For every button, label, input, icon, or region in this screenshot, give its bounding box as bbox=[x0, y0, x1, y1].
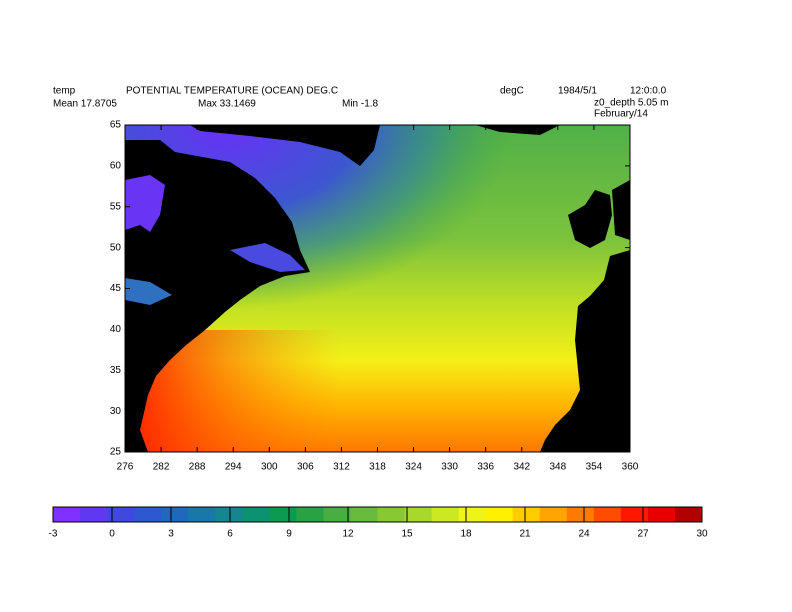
map-field bbox=[124, 124, 631, 453]
color-swatch bbox=[134, 507, 162, 522]
y-tick-label: 30 bbox=[110, 406, 122, 417]
x-tick-label: 336 bbox=[477, 462, 494, 473]
colorbar-label: 6 bbox=[227, 529, 233, 540]
colorbar-label: 30 bbox=[696, 529, 708, 540]
color-swatch bbox=[242, 507, 270, 522]
x-tick-label: 312 bbox=[333, 462, 350, 473]
color-swatch bbox=[674, 507, 703, 522]
x-tick-label: 288 bbox=[189, 462, 206, 473]
x-tick-label: 342 bbox=[513, 462, 530, 473]
british-isles bbox=[568, 190, 612, 248]
y-tick-label: 50 bbox=[110, 242, 122, 253]
colorbar-label: 9 bbox=[286, 529, 292, 540]
units: degC bbox=[500, 86, 524, 97]
color-swatch bbox=[350, 507, 378, 522]
colorbar-label: 27 bbox=[637, 529, 649, 540]
y-tick-label: 55 bbox=[110, 201, 122, 212]
inlet bbox=[125, 278, 172, 305]
color-swatch bbox=[377, 507, 406, 522]
min: Min -1.8 bbox=[342, 99, 379, 110]
colorbar-label: 15 bbox=[401, 529, 413, 540]
color-swatch bbox=[107, 507, 135, 522]
x-tick-label: 318 bbox=[369, 462, 386, 473]
x-tick-label: 294 bbox=[225, 462, 242, 473]
color-swatch bbox=[458, 507, 487, 522]
y-tick-label: 60 bbox=[110, 161, 122, 172]
colorbar-label: 3 bbox=[168, 529, 174, 540]
color-swatch bbox=[53, 507, 81, 522]
axes: 276 282 288 294 300 306 312 318 324 330 336 342 348 3… bbox=[110, 120, 639, 473]
depth: z0_depth 5.05 m bbox=[594, 98, 669, 109]
date: 1984/5/1 bbox=[558, 86, 597, 97]
y-tick-label: 65 bbox=[110, 120, 122, 131]
color-swatch bbox=[647, 507, 676, 522]
color-swatch bbox=[512, 507, 541, 522]
max: Max 33.1469 bbox=[198, 99, 256, 110]
colorbar-label: 24 bbox=[578, 529, 590, 540]
color-swatch bbox=[566, 507, 595, 522]
color-swatch bbox=[593, 507, 622, 522]
color-swatch bbox=[188, 507, 216, 522]
colorbar-label: 18 bbox=[460, 529, 472, 540]
time: 12:0:0.0 bbox=[630, 86, 667, 97]
africa-iberia bbox=[540, 250, 630, 452]
colorbar-label: -3 bbox=[49, 529, 58, 540]
color-swatch bbox=[80, 507, 108, 522]
color-swatch bbox=[404, 507, 433, 522]
x-tick-label: 306 bbox=[297, 462, 314, 473]
color-swatch bbox=[296, 507, 324, 522]
color-swatch bbox=[485, 507, 514, 522]
x-tick-label: 324 bbox=[405, 462, 422, 473]
x-tick-label: 354 bbox=[586, 462, 603, 473]
color-swatch bbox=[161, 507, 189, 522]
x-tick-label: 330 bbox=[441, 462, 458, 473]
y-tick-label: 40 bbox=[110, 324, 122, 335]
europe bbox=[612, 180, 630, 240]
period: February/14 bbox=[594, 109, 648, 120]
y-tick-label: 35 bbox=[110, 365, 122, 376]
color-swatch bbox=[269, 507, 297, 522]
inlet bbox=[230, 243, 305, 272]
iceland bbox=[475, 125, 560, 135]
color-swatch bbox=[539, 507, 568, 522]
x-tick-label: 348 bbox=[550, 462, 567, 473]
north-america bbox=[125, 140, 310, 452]
greenland bbox=[190, 125, 380, 166]
y-tick-label: 45 bbox=[110, 283, 122, 294]
colorbar: -3 0 3 6 9 12 15 18 21 24 27 30 bbox=[49, 506, 708, 540]
inlet bbox=[125, 175, 165, 232]
long-name: POTENTIAL TEMPERATURE (OCEAN) DEG.C bbox=[126, 86, 338, 97]
color-swatch bbox=[215, 507, 243, 522]
colorbar-label: 21 bbox=[519, 529, 531, 540]
mean: Mean 17.8705 bbox=[53, 99, 117, 110]
color-swatch bbox=[431, 507, 460, 522]
variable: temp bbox=[53, 86, 76, 97]
colorbar-label: 0 bbox=[109, 529, 115, 540]
color-swatch bbox=[323, 507, 351, 522]
y-tick-label: 25 bbox=[110, 447, 122, 458]
color-swatch bbox=[620, 507, 649, 522]
x-tick-label: 282 bbox=[153, 462, 170, 473]
x-tick-label: 276 bbox=[117, 462, 134, 473]
x-tick-label: 360 bbox=[622, 462, 639, 473]
x-tick-label: 300 bbox=[261, 462, 278, 473]
colorbar-label: 12 bbox=[342, 529, 354, 540]
